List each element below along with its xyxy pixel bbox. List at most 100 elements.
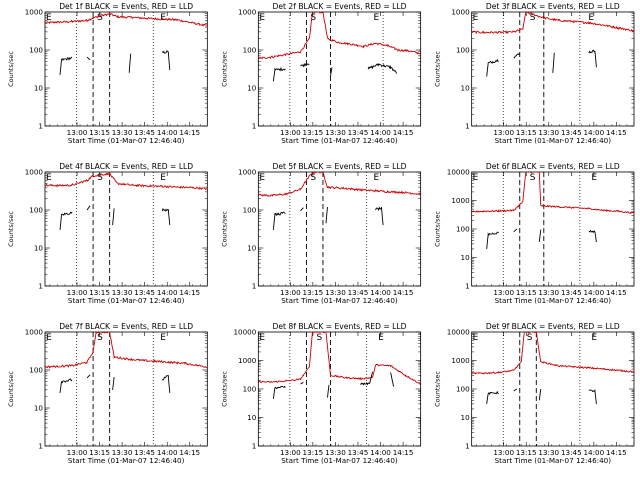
events-series-line — [486, 58, 499, 77]
x-tick-label: 14:00 — [370, 288, 391, 297]
y-tick-label: 1 — [252, 442, 257, 451]
plot-frame — [44, 11, 208, 127]
lld-series-line — [258, 172, 421, 197]
x-tick-label: 13:30 — [112, 288, 133, 297]
events-series-line — [59, 211, 73, 230]
y-tick-label: 1000 — [238, 356, 257, 365]
events-series-line — [161, 207, 171, 226]
y-tick-label: 100 — [456, 385, 470, 394]
x-axis-label: Start Time (01-Mar-07 12:46:40) — [68, 136, 185, 145]
segment-marker-label: E — [160, 13, 166, 23]
x-tick-label: 13:30 — [325, 448, 346, 457]
y-tick-label: 1000 — [25, 328, 44, 337]
x-tick-label: 14:00 — [583, 128, 604, 137]
y-axis-label: Counts/sec — [7, 371, 15, 407]
events-series-line — [272, 66, 286, 82]
segment-marker-label: E — [160, 173, 166, 183]
events-series-line — [588, 49, 597, 68]
panel-title: Det 8f BLACK = Events, RED = LLD — [273, 322, 407, 331]
plot-area — [45, 332, 208, 393]
events-series-line — [486, 231, 499, 249]
x-tick-label: 13:30 — [538, 448, 559, 457]
segment-marker-label: S — [310, 173, 316, 183]
x-tick-label: 13:45 — [348, 288, 369, 297]
x-tick-label: 14:15 — [393, 288, 414, 297]
plot-frame — [471, 171, 635, 287]
segment-marker-label: S — [530, 173, 536, 183]
lld-series-line — [45, 332, 208, 369]
plot-frame — [44, 331, 208, 447]
segment-marker-label: E — [374, 173, 380, 183]
events-series-line — [538, 229, 542, 243]
lld-series-line — [258, 12, 421, 60]
x-tick-label: 13:30 — [325, 128, 346, 137]
segment-marker-label: E — [473, 333, 479, 343]
events-series-line — [161, 50, 171, 70]
x-tick-label: 13:15 — [516, 128, 537, 137]
plot-area — [471, 332, 634, 404]
x-axis-label: Start Time (01-Mar-07 12:46:40) — [68, 456, 185, 465]
y-tick-label: 1 — [465, 442, 470, 451]
events-series-line — [375, 206, 384, 226]
panel-title: Det 5f BLACK = Events, RED = LLD — [273, 162, 407, 171]
x-axis-label: Start Time (01-Mar-07 12:46:40) — [281, 456, 398, 465]
x-tick-label: 13:15 — [89, 288, 110, 297]
y-tick-label: 1000 — [451, 8, 470, 17]
lld-series-line — [258, 332, 421, 385]
events-series-line — [552, 52, 555, 73]
plot-frame — [471, 331, 635, 447]
segment-marker-label: S — [97, 173, 103, 183]
y-axis-label: Counts/sec — [220, 211, 228, 247]
lld-series-line — [471, 332, 634, 375]
events-series-line — [588, 388, 597, 404]
y-tick-label: 1 — [38, 442, 43, 451]
panel-det-5: Det 5f BLACK = Events, RED = LLD 1 10 100 10… — [220, 162, 422, 305]
x-tick-label: 13:30 — [112, 448, 133, 457]
x-tick-label: 13:00 — [280, 128, 301, 137]
events-series-line — [112, 377, 115, 390]
x-axis-label: Start Time (01-Mar-07 12:46:40) — [495, 296, 612, 305]
y-tick-label: 1 — [252, 282, 257, 291]
plot-area — [258, 172, 421, 230]
y-tick-label: 100 — [29, 366, 43, 375]
panel-title: Det 9f BLACK = Events, RED = LLD — [486, 322, 620, 331]
events-series-line — [272, 385, 286, 399]
y-axis-label: Counts/sec — [434, 211, 442, 247]
y-tick-label: 1000 — [25, 168, 44, 177]
y-tick-label: 100 — [456, 46, 470, 55]
y-tick-label: 1000 — [451, 196, 470, 205]
events-series-line — [325, 206, 328, 224]
x-tick-label: 13:15 — [516, 288, 537, 297]
events-series-line — [513, 228, 518, 233]
segment-marker-label: S — [310, 13, 316, 23]
y-tick-label: 10000 — [447, 328, 470, 337]
plot-frame — [44, 171, 208, 287]
events-series-line — [86, 374, 91, 379]
x-tick-label: 13:00 — [493, 288, 514, 297]
x-tick-label: 13:15 — [516, 448, 537, 457]
y-tick-label: 100 — [243, 206, 257, 215]
y-tick-label: 1000 — [238, 8, 257, 17]
events-series-line — [327, 384, 330, 398]
y-tick-label: 10 — [461, 413, 471, 422]
x-tick-label: 14:00 — [157, 288, 178, 297]
y-tick-label: 100 — [243, 46, 257, 55]
y-axis-label: Counts/sec — [220, 51, 228, 87]
plot-frame — [257, 171, 422, 287]
panel-title: Det 7f BLACK = Events, RED = LLD — [59, 322, 193, 331]
panel-title: Det 1f BLACK = Events, RED = LLD — [59, 2, 193, 11]
x-tick-label: 13:45 — [134, 128, 155, 137]
x-tick-label: 13:15 — [303, 128, 324, 137]
x-axis-label: Start Time (01-Mar-07 12:46:40) — [68, 296, 185, 305]
y-tick-label: 10000 — [447, 168, 470, 177]
y-axis-label: Counts/sec — [434, 51, 442, 87]
panel-title: Det 3f BLACK = Events, RED = LLD — [486, 2, 620, 11]
segment-marker-label: E — [588, 13, 594, 23]
x-tick-label: 13:00 — [493, 128, 514, 137]
events-series-line — [360, 371, 374, 386]
x-tick-label: 14:15 — [606, 448, 627, 457]
x-tick-label: 13:30 — [325, 288, 346, 297]
events-series-line — [86, 205, 91, 211]
lld-series-line — [471, 12, 634, 35]
x-tick-label: 14:15 — [179, 288, 200, 297]
